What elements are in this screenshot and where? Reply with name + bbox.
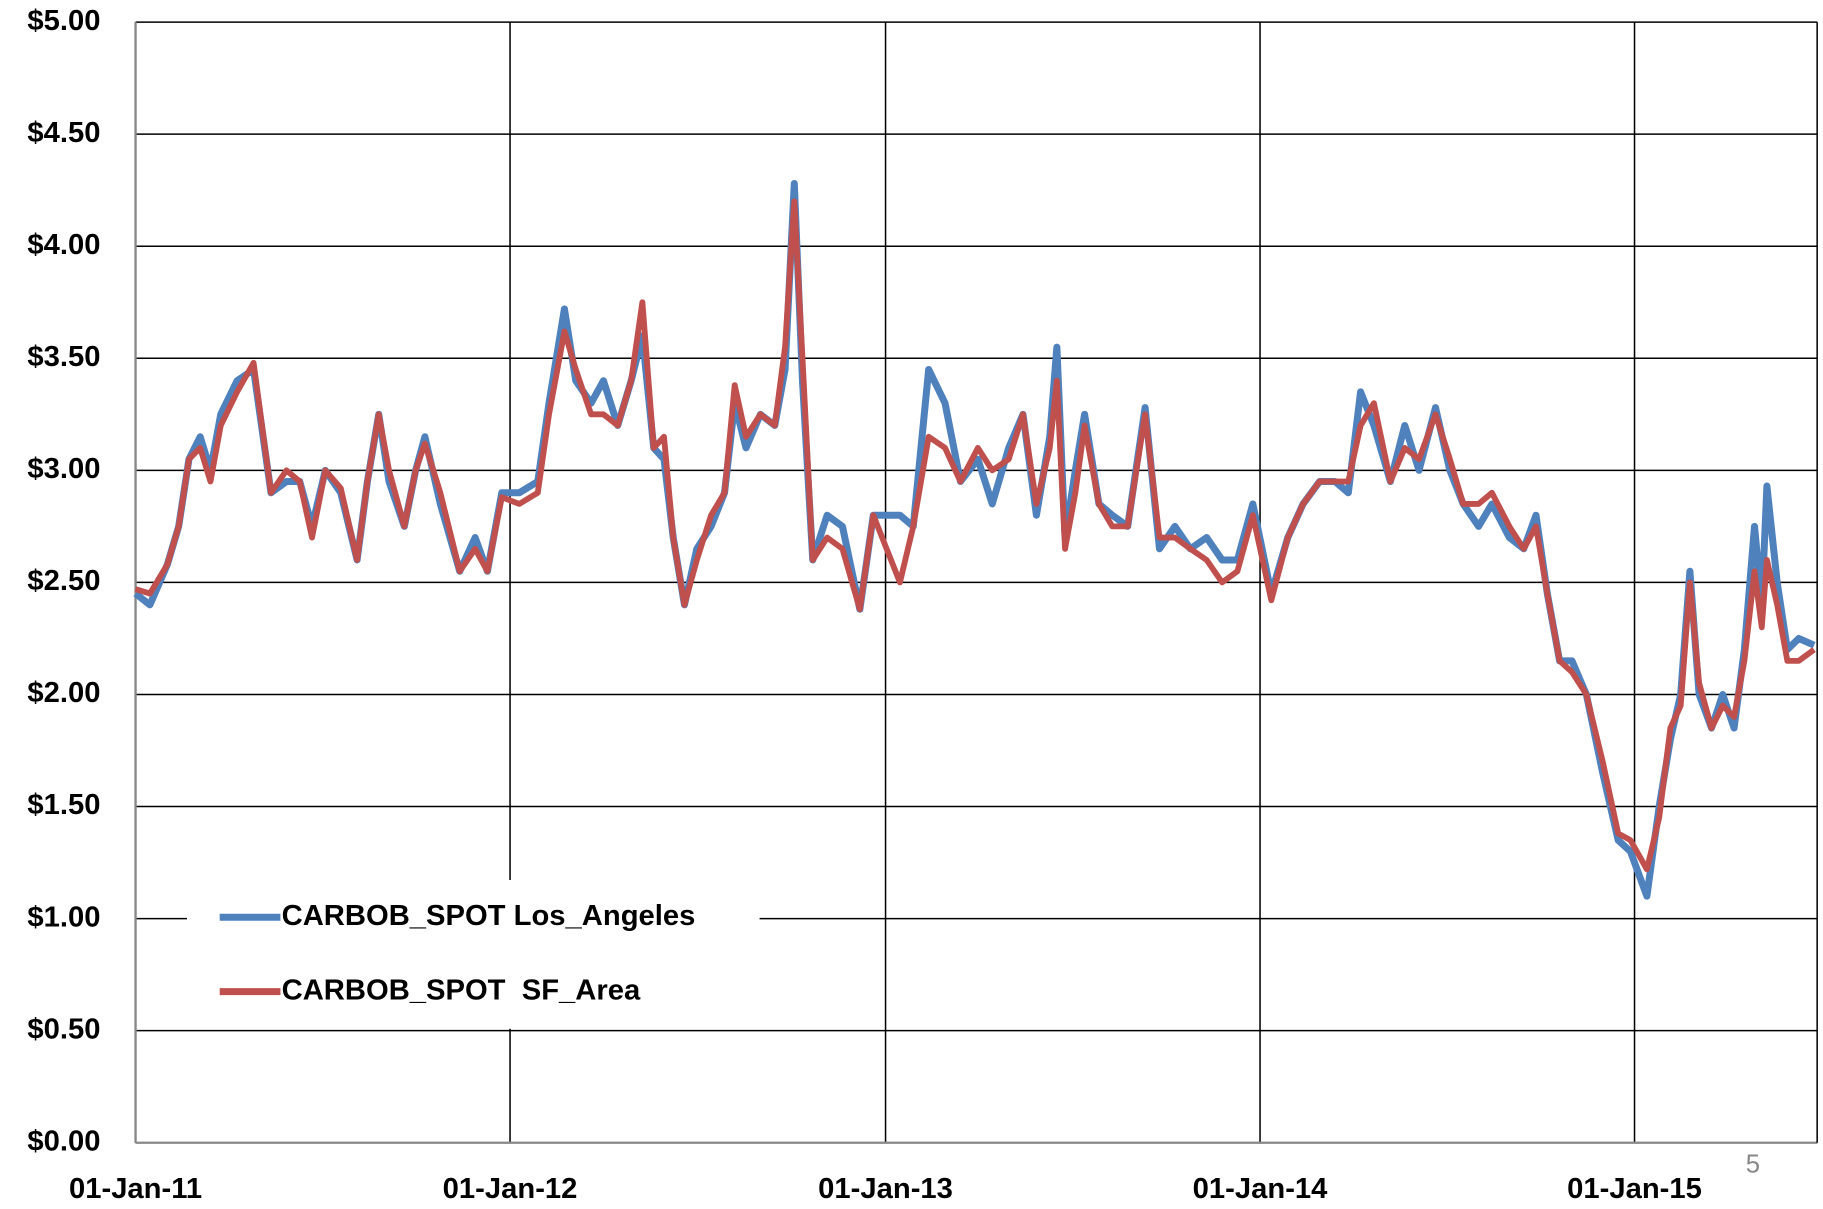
y-tick-label: $1.50 <box>27 789 100 821</box>
y-tick-label: $4.50 <box>27 117 100 149</box>
legend-label: CARBOB_SPOT Los_Angeles <box>282 900 696 932</box>
y-tick-label: $2.00 <box>27 677 100 709</box>
y-tick-label: $1.00 <box>27 901 100 933</box>
legend-label: CARBOB_SPOT SF_Area <box>282 974 641 1006</box>
x-tick-label: 01-Jan-13 <box>818 1173 953 1205</box>
y-tick-label: $5.00 <box>27 5 100 37</box>
y-tick-label: $3.50 <box>27 341 100 373</box>
y-tick-label: $0.50 <box>27 1013 100 1045</box>
slide-number: 5 <box>1746 1151 1760 1179</box>
x-tick-label: 01-Jan-11 <box>69 1173 202 1205</box>
y-tick-label: $3.00 <box>27 453 100 485</box>
y-tick-label: $4.00 <box>27 229 100 261</box>
x-tick-label: 01-Jan-12 <box>443 1173 578 1205</box>
series-line <box>133 179 1816 900</box>
y-tick-label: $0.00 <box>27 1125 100 1157</box>
legend-box <box>186 880 760 1029</box>
series-line <box>134 198 1816 873</box>
y-tick-label: $2.50 <box>27 565 100 597</box>
x-tick-label: 01-Jan-15 <box>1567 1173 1702 1205</box>
x-tick-label: 01-Jan-14 <box>1193 1173 1329 1205</box>
